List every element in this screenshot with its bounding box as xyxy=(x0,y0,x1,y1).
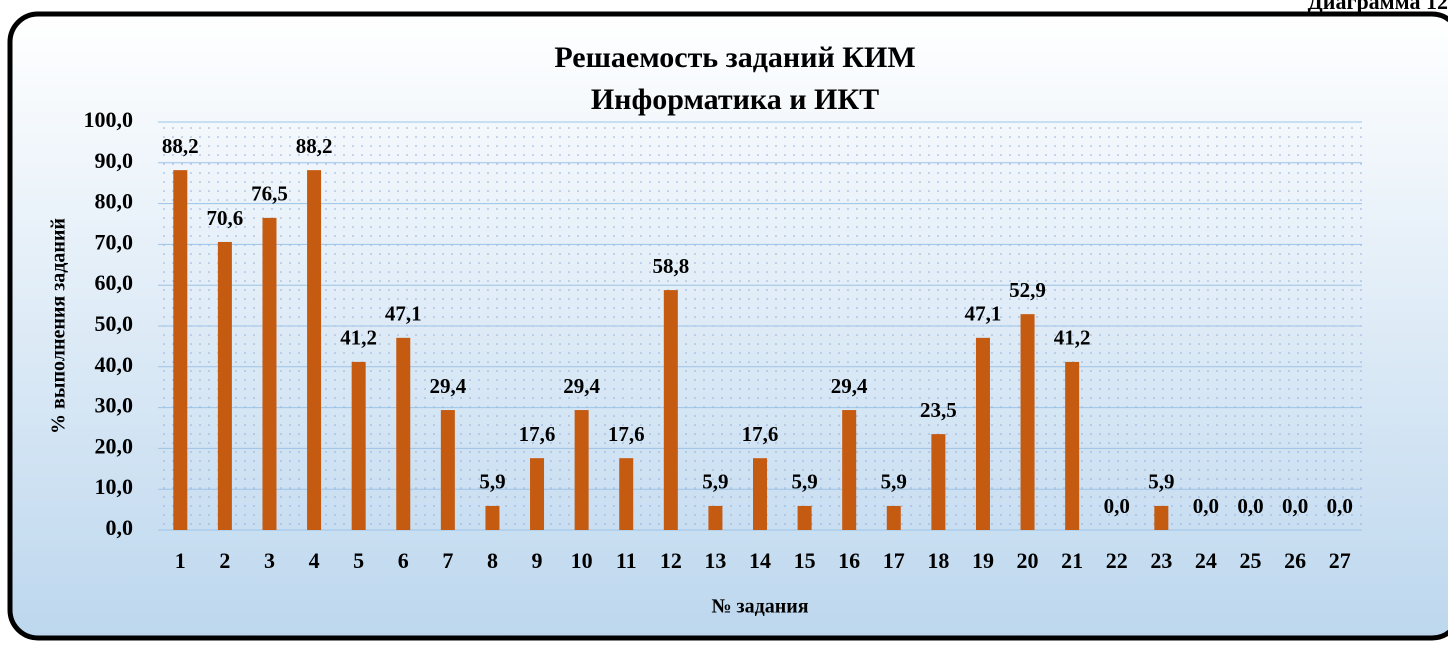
bar xyxy=(351,361,366,530)
data-label: 70,6 xyxy=(207,206,244,230)
x-tick-label: 14 xyxy=(749,548,771,573)
bar xyxy=(440,410,455,530)
y-tick-label: 50,0 xyxy=(95,311,134,336)
y-tick-label: 0,0 xyxy=(106,515,134,540)
data-label: 0,0 xyxy=(1104,494,1130,518)
bar xyxy=(396,337,411,530)
data-label: 76,5 xyxy=(251,182,288,206)
data-label: 58,8 xyxy=(652,254,689,278)
data-label: 29,4 xyxy=(831,374,868,398)
y-tick-label: 20,0 xyxy=(95,433,134,458)
bar xyxy=(1020,314,1035,530)
bar xyxy=(797,505,812,530)
bar xyxy=(1154,505,1169,530)
bar xyxy=(217,241,232,530)
x-tick-label: 5 xyxy=(353,548,364,573)
data-label: 5,9 xyxy=(479,470,505,494)
data-label: 88,2 xyxy=(296,134,333,158)
x-tick-label: 13 xyxy=(704,548,726,573)
x-tick-label: 1 xyxy=(175,548,186,573)
x-axis-label: № задания xyxy=(711,596,808,618)
x-tick-label: 2 xyxy=(219,548,230,573)
bar xyxy=(1065,361,1080,530)
x-tick-label: 4 xyxy=(309,548,320,573)
data-label: 23,5 xyxy=(920,398,957,422)
y-tick-label: 60,0 xyxy=(95,270,134,295)
data-label: 5,9 xyxy=(702,470,728,494)
data-label: 17,6 xyxy=(608,422,645,446)
y-tick-label: 40,0 xyxy=(95,352,134,377)
caption: Диаграмма 12 xyxy=(1308,0,1448,14)
x-tick-label: 25 xyxy=(1240,548,1262,573)
y-tick-label: 70,0 xyxy=(95,229,134,254)
bar xyxy=(530,458,545,530)
data-label: 5,9 xyxy=(791,470,817,494)
x-tick-label: 27 xyxy=(1329,548,1351,573)
bar xyxy=(485,505,500,530)
data-label: 47,1 xyxy=(965,302,1002,326)
bar xyxy=(619,458,634,530)
x-tick-label: 26 xyxy=(1284,548,1306,573)
bar xyxy=(842,410,857,530)
data-label: 29,4 xyxy=(429,374,466,398)
x-tick-label: 20 xyxy=(1017,548,1039,573)
x-tick-label: 3 xyxy=(264,548,275,573)
x-tick-label: 11 xyxy=(616,548,637,573)
data-label: 29,4 xyxy=(563,374,600,398)
bar xyxy=(753,458,767,530)
data-label: 17,6 xyxy=(742,422,779,446)
x-tick-label: 21 xyxy=(1061,548,1083,573)
x-tick-label: 8 xyxy=(487,548,498,573)
x-tick-label: 15 xyxy=(794,548,816,573)
x-tick-label: 12 xyxy=(660,548,682,573)
x-tick-label: 16 xyxy=(838,548,860,573)
data-label: 47,1 xyxy=(385,302,422,326)
data-label: 17,6 xyxy=(519,422,556,446)
data-label: 0,0 xyxy=(1327,494,1353,518)
data-label: 0,0 xyxy=(1237,494,1263,518)
x-tick-label: 18 xyxy=(927,548,949,573)
chart-title: Решаемость заданий КИМ xyxy=(554,41,915,74)
bar xyxy=(886,505,901,530)
x-tick-label: 24 xyxy=(1195,548,1217,573)
bar xyxy=(975,337,990,530)
bar xyxy=(173,170,188,531)
bar xyxy=(574,410,589,530)
data-label: 5,9 xyxy=(881,470,907,494)
x-tick-label: 22 xyxy=(1106,548,1128,573)
y-tick-label: 80,0 xyxy=(95,189,134,214)
bar xyxy=(708,505,723,530)
data-label: 0,0 xyxy=(1193,494,1219,518)
bar xyxy=(663,290,678,530)
bar xyxy=(931,434,946,530)
x-tick-label: 6 xyxy=(398,548,409,573)
y-axis-label: % выполнения заданий xyxy=(48,218,70,434)
chart-subtitle: Информатика и ИКТ xyxy=(591,83,879,116)
x-tick-label: 19 xyxy=(972,548,994,573)
data-label: 0,0 xyxy=(1282,494,1308,518)
y-tick-label: 10,0 xyxy=(95,474,134,499)
y-tick-label: 30,0 xyxy=(95,393,134,418)
data-label: 41,2 xyxy=(1054,326,1091,350)
x-tick-label: 9 xyxy=(532,548,543,573)
data-label: 5,9 xyxy=(1148,470,1174,494)
data-label: 41,2 xyxy=(340,326,377,350)
data-label: 88,2 xyxy=(162,134,199,158)
data-label: 52,9 xyxy=(1009,278,1046,302)
x-tick-label: 17 xyxy=(883,548,905,573)
y-tick-label: 90,0 xyxy=(95,148,134,173)
bar xyxy=(307,170,322,531)
bar xyxy=(262,217,277,530)
x-tick-label: 10 xyxy=(571,548,593,573)
y-tick-label: 100,0 xyxy=(84,107,134,132)
x-tick-label: 23 xyxy=(1150,548,1172,573)
x-tick-label: 7 xyxy=(442,548,453,573)
